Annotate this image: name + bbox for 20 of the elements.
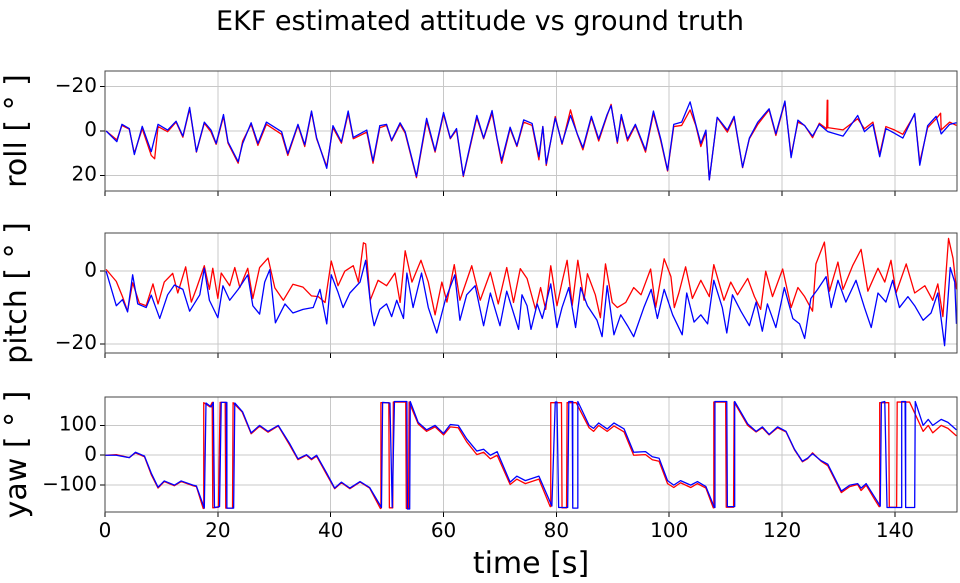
- y-tick-label: −20: [54, 330, 97, 354]
- y-tick-label: 0: [84, 441, 97, 466]
- x-tick-label: 40: [318, 518, 344, 542]
- x-tick-label: 140: [876, 518, 914, 542]
- y-axis-title: roll [ ° ]: [0, 74, 34, 188]
- x-tick-label: 60: [430, 518, 456, 542]
- y-tick-label: 0: [84, 257, 97, 282]
- x-tick-label: 120: [762, 518, 802, 542]
- y-tick-label: −20: [54, 72, 97, 97]
- x-tick-label: 80: [544, 518, 570, 542]
- chart-title: EKF estimated attitude vs ground truth: [215, 6, 745, 37]
- x-axis-title: time [s]: [472, 546, 590, 581]
- x-tick-label: 100: [650, 518, 688, 542]
- y-tick-label: 100: [58, 412, 97, 436]
- y-axis-title: pitch [ ° ]: [0, 222, 34, 364]
- y-tick-label: 0: [84, 117, 97, 142]
- y-axis-title: yaw [ ° ]: [0, 390, 34, 518]
- x-tick-label: 20: [205, 518, 231, 542]
- y-tick-label: −100: [42, 471, 97, 496]
- y-tick-label: 20: [72, 162, 97, 186]
